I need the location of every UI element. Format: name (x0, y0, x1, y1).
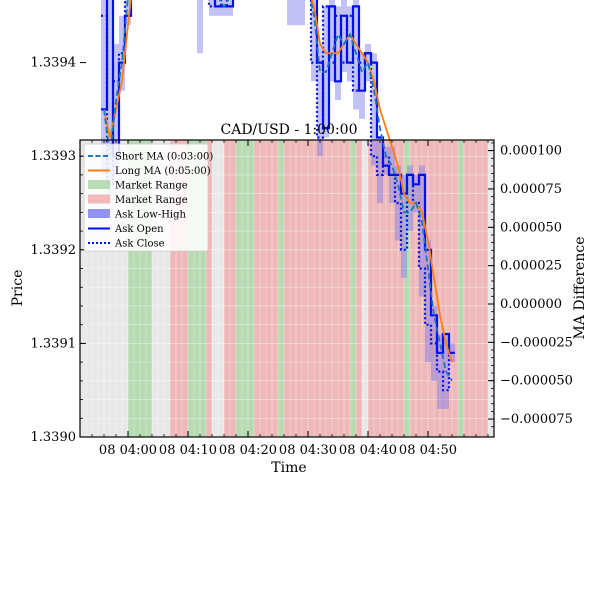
ask-low-high-bar (425, 240, 431, 363)
chart-title: CAD/USD - 1:00:00 (221, 122, 358, 138)
ask-low-high-bar (317, 43, 323, 157)
x-tick-label: 08 04:30 (279, 443, 337, 458)
ask-low-high-bar (413, 174, 419, 213)
ask-low-high-bar (215, 0, 221, 16)
x-tick-label: 08 04:40 (339, 443, 397, 458)
ask-low-high-bar (107, 0, 113, 203)
market-range-band (404, 140, 410, 437)
y-tick-label: 1.3394 (31, 56, 77, 71)
legend-entry-label: Short MA (0:03:00) (115, 152, 213, 163)
ask-low-high-bar (431, 305, 437, 381)
market-range-band (206, 140, 212, 437)
ask-low-high-bar (209, 0, 215, 16)
legend-entry-label: Long MA (0:05:00) (115, 166, 211, 177)
plot-area: 08 04:00 08 04:10 08 04:20 08 04:30 08 04:40… (31, 0, 573, 458)
legend-entry-label: Ask Close (114, 239, 165, 250)
legend-entry-label: Ask Open (114, 224, 164, 235)
legend-entry-label: Market Range (115, 181, 188, 192)
long-ma-line (103, 0, 453, 363)
market-range-band (236, 140, 254, 437)
y-tick-label: 1.3391 (31, 336, 77, 351)
market-range-band (350, 140, 356, 437)
legend-swatch (88, 180, 110, 189)
legend-entry-label: Market Range (115, 195, 188, 206)
ask-low-high-bar (197, 0, 203, 54)
y2-tick-label: 0.000025 (500, 259, 562, 274)
ask-low-high-bar (401, 174, 407, 278)
ask-low-high-bar (341, 0, 347, 72)
y-axis-label: Price (10, 270, 26, 307)
ask-low-high-bar (287, 0, 293, 26)
x-axis-label: Time (271, 460, 306, 476)
ask-low-high-bar (101, 0, 107, 175)
legend: Short MA (0:03:00) Long MA (0:05:00) Marke… (83, 143, 213, 252)
ask-low-high-bar (359, 53, 365, 119)
legend-entry-label: Ask Low-High (114, 210, 187, 221)
ask-low-high-bar (299, 0, 305, 26)
y2-tick-label: 0.000075 (500, 182, 562, 197)
ask-low-high-bar (407, 165, 413, 232)
y-tick-label: 1.3393 (31, 149, 77, 164)
short-ma-line (103, 0, 453, 382)
ask-low-high-bar (329, 0, 335, 82)
ask-open-line (101, 0, 455, 354)
ask-low-high-bar (347, 6, 353, 82)
ask-low-high-bar (227, 0, 233, 16)
y-tick-label: 1.3392 (31, 243, 77, 258)
y2-tick-label: −0.000050 (500, 374, 573, 389)
ask-low-high-bar (377, 137, 383, 203)
y2-tick-label: 0.000000 (500, 297, 562, 312)
market-range-band (284, 140, 350, 437)
y2-tick-label: −0.000075 (500, 412, 573, 427)
y2-axis-label: MA Difference (572, 237, 588, 340)
x-tick-label: 08 04:50 (399, 443, 457, 458)
ask-low-high-bar (311, 0, 317, 82)
market-range-band (458, 140, 464, 437)
y2-tick-label: 0.000050 (500, 220, 562, 235)
market-range-band (356, 140, 362, 437)
ask-low-high-bar (419, 165, 425, 297)
x-tick-label: 08 04:20 (219, 443, 277, 458)
x-tick-label: 08 04:10 (159, 443, 217, 458)
legend-swatch (88, 209, 110, 218)
market-range-band (278, 140, 284, 437)
legend-swatch (88, 194, 110, 204)
y2-tick-label: −0.000025 (500, 335, 573, 350)
y2-tick-label: 0.000100 (500, 144, 562, 159)
ask-low-high-bar (383, 146, 389, 175)
y-tick-label: 1.3390 (31, 430, 77, 445)
ask-low-high-bar (125, 0, 131, 26)
legend-box (83, 143, 209, 252)
ask-low-high-bar (293, 0, 299, 26)
x-tick-label: 08 04:00 (99, 443, 157, 458)
ask-low-high-bar (371, 53, 377, 166)
